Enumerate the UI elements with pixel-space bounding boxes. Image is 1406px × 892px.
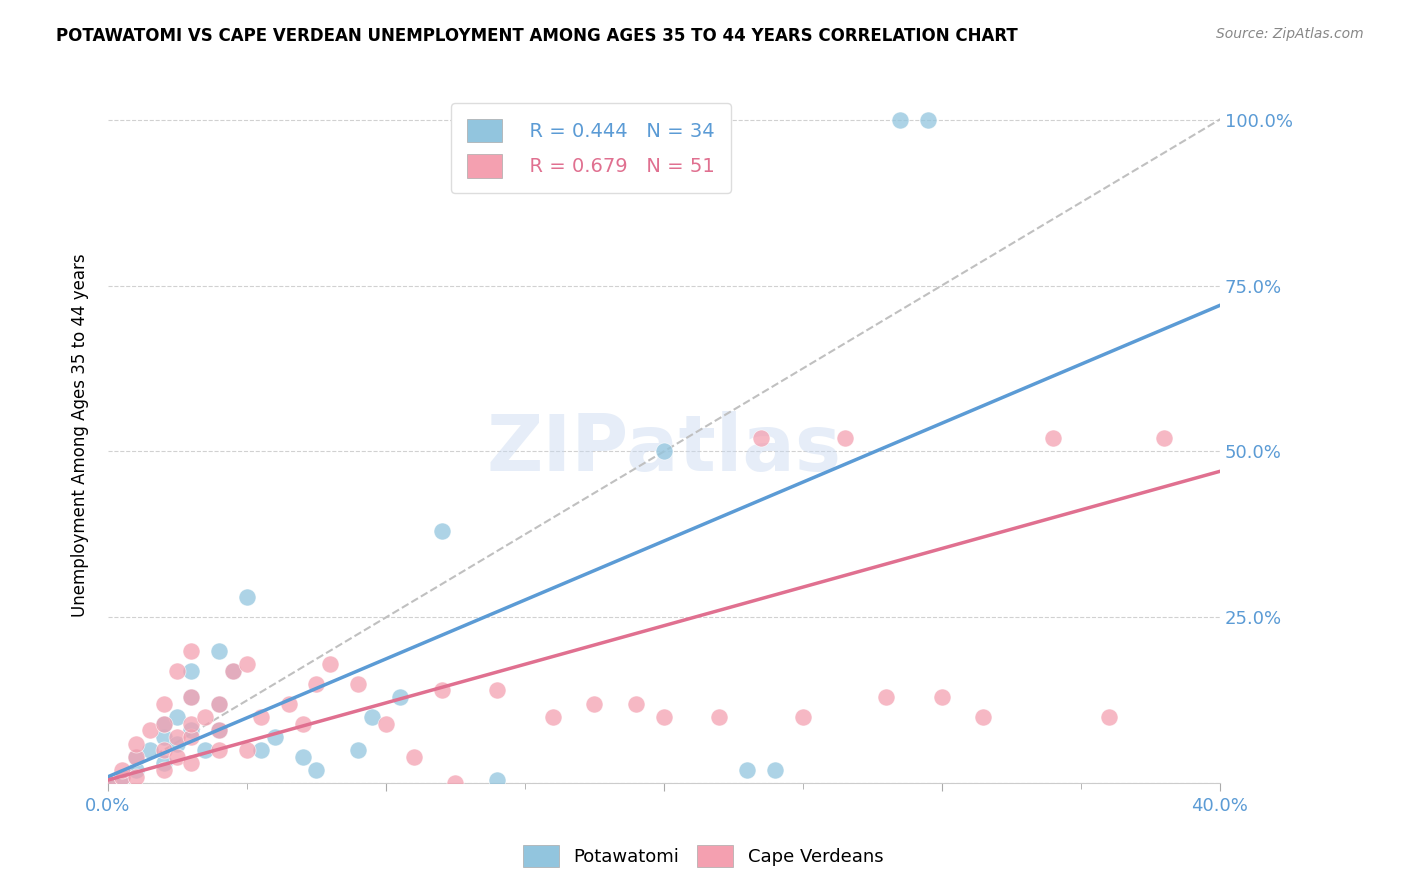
Point [125, 770, 148, 784]
Point [194, 743, 217, 757]
Point [347, 743, 370, 757]
Point [166, 737, 188, 751]
Point [166, 749, 188, 764]
Point [291, 716, 314, 731]
Point [152, 756, 174, 771]
Point [709, 710, 731, 724]
Y-axis label: Unemployment Among Ages 35 to 44 years: Unemployment Among Ages 35 to 44 years [72, 253, 89, 616]
Point [138, 743, 160, 757]
Point [208, 723, 231, 738]
Point [305, 677, 328, 691]
Point [152, 697, 174, 711]
Point [1153, 431, 1175, 445]
Point [152, 716, 174, 731]
Point [97, 776, 120, 790]
Point [347, 677, 370, 691]
Point [917, 112, 939, 127]
Point [361, 710, 384, 724]
Point [180, 690, 202, 704]
Point [875, 690, 897, 704]
Point [1097, 710, 1119, 724]
Point [652, 444, 675, 458]
Point [931, 690, 953, 704]
Point [208, 643, 231, 657]
Point [305, 763, 328, 777]
Point [194, 710, 217, 724]
Point [208, 723, 231, 738]
Point [180, 756, 202, 771]
Point [97, 776, 120, 790]
Point [583, 697, 606, 711]
Text: Source: ZipAtlas.com: Source: ZipAtlas.com [1216, 27, 1364, 41]
Point [222, 664, 245, 678]
Point [125, 749, 148, 764]
Point [111, 770, 134, 784]
Point [236, 657, 259, 671]
Point [152, 730, 174, 744]
Point [735, 763, 758, 777]
Point [166, 710, 188, 724]
Point [250, 743, 273, 757]
Point [444, 776, 467, 790]
Point [291, 749, 314, 764]
Point [430, 524, 453, 538]
Point [152, 716, 174, 731]
Point [125, 749, 148, 764]
Point [889, 112, 911, 127]
Point [166, 730, 188, 744]
Point [263, 730, 285, 744]
Point [125, 763, 148, 777]
Point [319, 657, 342, 671]
Point [180, 690, 202, 704]
Point [180, 664, 202, 678]
Text: POTAWATOMI VS CAPE VERDEAN UNEMPLOYMENT AMONG AGES 35 TO 44 YEARS CORRELATION CH: POTAWATOMI VS CAPE VERDEAN UNEMPLOYMENT … [56, 27, 1018, 45]
Point [111, 763, 134, 777]
Point [541, 710, 564, 724]
Point [792, 710, 814, 724]
Point [236, 743, 259, 757]
Point [388, 690, 411, 704]
Point [180, 730, 202, 744]
Point [125, 737, 148, 751]
Point [111, 770, 134, 784]
Point [1042, 431, 1064, 445]
Point [166, 664, 188, 678]
Point [763, 763, 786, 777]
Point [152, 763, 174, 777]
Point [180, 643, 202, 657]
Point [652, 710, 675, 724]
Point [250, 710, 273, 724]
Point [208, 697, 231, 711]
Point [624, 697, 647, 711]
Point [402, 749, 425, 764]
Point [180, 723, 202, 738]
Point [222, 664, 245, 678]
Point [208, 697, 231, 711]
Point [236, 591, 259, 605]
Point [486, 772, 509, 787]
Point [834, 431, 856, 445]
Point [430, 683, 453, 698]
Point [277, 697, 299, 711]
Text: ZIPatlas: ZIPatlas [486, 411, 841, 487]
Point [972, 710, 994, 724]
Point [152, 743, 174, 757]
Point [208, 743, 231, 757]
Point [486, 683, 509, 698]
Legend: Potawatomi, Cape Verdeans: Potawatomi, Cape Verdeans [516, 838, 890, 874]
Point [138, 723, 160, 738]
Point [180, 716, 202, 731]
Legend:   R = 0.444   N = 34,   R = 0.679   N = 51: R = 0.444 N = 34, R = 0.679 N = 51 [451, 103, 731, 194]
Point [749, 431, 772, 445]
Point [374, 716, 396, 731]
